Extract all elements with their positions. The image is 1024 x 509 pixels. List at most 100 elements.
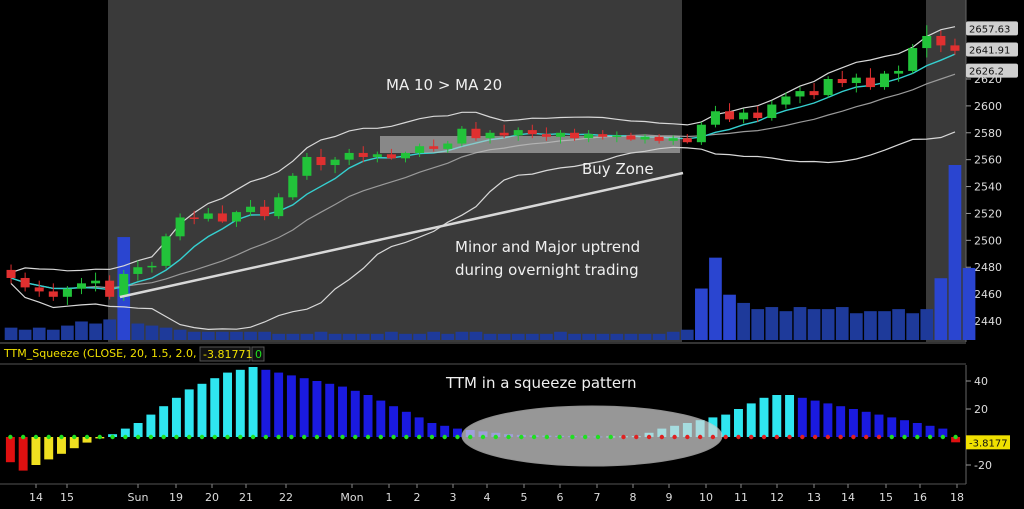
volume-bar bbox=[793, 307, 807, 340]
squeeze-dot bbox=[736, 434, 741, 440]
volume-bar bbox=[75, 321, 88, 340]
squeeze-dot bbox=[110, 434, 115, 440]
histogram-bar bbox=[389, 406, 399, 437]
histogram-bar bbox=[299, 378, 309, 437]
price-tag-bg bbox=[966, 21, 1018, 36]
histogram-bar bbox=[925, 425, 935, 437]
price-tag-label: 2641.91 bbox=[969, 46, 1010, 57]
squeeze-dot bbox=[864, 434, 869, 440]
indicator-tick-label: -20 bbox=[974, 459, 992, 472]
squeeze-dot bbox=[595, 434, 601, 440]
squeeze-dot bbox=[851, 434, 856, 440]
histogram-bar bbox=[120, 428, 130, 437]
volume-bar bbox=[455, 331, 469, 340]
volume-bar bbox=[342, 333, 356, 340]
candle-body bbox=[908, 48, 918, 71]
volume-bar bbox=[230, 331, 243, 340]
time-tick-label: 1 bbox=[386, 491, 393, 504]
candle-body bbox=[922, 35, 932, 49]
indicator-value-box bbox=[199, 346, 251, 362]
squeeze-dot bbox=[123, 434, 128, 440]
candle-body bbox=[640, 136, 650, 140]
volume-bar bbox=[695, 288, 708, 340]
volume-bar bbox=[906, 313, 920, 340]
volume-bar bbox=[272, 333, 286, 340]
uptrend-annotation-line1: Minor and Major uptrend bbox=[455, 238, 640, 256]
volume-bar bbox=[244, 331, 257, 340]
squeeze-dot bbox=[250, 434, 256, 440]
price-tick-label: 2580 bbox=[974, 127, 1002, 140]
candle-body bbox=[823, 79, 833, 96]
candle-body bbox=[710, 111, 720, 125]
candle-body bbox=[795, 91, 805, 97]
volume-bar bbox=[568, 333, 581, 340]
candle-body bbox=[217, 213, 227, 222]
candle-body bbox=[288, 175, 298, 198]
volume-bar bbox=[525, 333, 539, 340]
price-tick-label: 2520 bbox=[974, 207, 1002, 220]
histogram-bar bbox=[350, 390, 360, 437]
squeeze-dot bbox=[838, 434, 843, 440]
volume-bar bbox=[948, 165, 962, 340]
volume-bar bbox=[666, 331, 680, 340]
histogram-bar bbox=[5, 437, 15, 463]
price-axis[interactable]: 2620260025802560254025202500248024602440… bbox=[965, 0, 1024, 342]
squeeze-dot bbox=[570, 434, 575, 440]
volume-bar bbox=[709, 257, 722, 340]
candle-body bbox=[189, 217, 199, 219]
histogram-bar bbox=[797, 397, 807, 437]
indicator-header[interactable]: TTM_Squeeze (CLOSE, 20, 1.5, 2.0, 1.0) -… bbox=[3, 346, 265, 362]
candle-body bbox=[443, 143, 453, 149]
squeeze-dot bbox=[429, 434, 435, 440]
squeeze-dot bbox=[506, 434, 511, 440]
histogram-bar bbox=[184, 389, 194, 437]
volume-bar bbox=[596, 333, 610, 340]
squeeze-dot bbox=[20, 434, 26, 440]
squeeze-dot bbox=[187, 434, 192, 440]
indicator-value: -3.81771 bbox=[203, 348, 252, 361]
candle-body bbox=[119, 273, 129, 297]
squeeze-dot bbox=[531, 434, 537, 440]
time-axis[interactable]: 14 15 Sun 19 20 21 22 Mon 1 2 3 4 5 6 7 8 9 10 11 12 13 14 15 1… bbox=[29, 484, 964, 504]
squeeze-dot bbox=[812, 434, 818, 440]
volume-bar bbox=[18, 329, 32, 340]
candle-body bbox=[203, 213, 213, 219]
indicator-current-tag-bg bbox=[966, 435, 1010, 450]
candle-body bbox=[91, 280, 101, 284]
squeeze-dot bbox=[289, 434, 294, 440]
indicator-tick-label: 40 bbox=[974, 375, 988, 388]
squeeze-dot bbox=[825, 434, 831, 440]
indicator-axis[interactable]: 40 20 -20 -3.8177 bbox=[965, 365, 1024, 484]
candle-body bbox=[161, 236, 171, 266]
squeeze-dot bbox=[72, 434, 77, 440]
squeeze-dot bbox=[46, 434, 51, 440]
time-tick-label: 20 bbox=[205, 491, 219, 504]
candle-body bbox=[936, 35, 946, 46]
candle-body bbox=[767, 104, 777, 118]
squeeze-dot bbox=[646, 434, 652, 440]
squeeze-dot bbox=[659, 434, 665, 440]
candle-body bbox=[654, 136, 664, 141]
histogram-bar bbox=[338, 386, 347, 437]
histogram-bar bbox=[900, 420, 909, 437]
histogram-bar bbox=[312, 381, 322, 437]
squeeze-dot bbox=[774, 434, 779, 440]
candle-body bbox=[781, 96, 791, 105]
histogram-bar bbox=[772, 395, 782, 437]
squeeze-annotation: TTM in a squeeze pattern bbox=[445, 374, 636, 392]
indicator-flag: 0 bbox=[255, 348, 262, 361]
histogram-bar bbox=[401, 411, 411, 437]
volume-bar bbox=[173, 329, 187, 340]
candle-body bbox=[76, 283, 86, 289]
price-tick-label: 2560 bbox=[974, 154, 1002, 167]
volume-bar bbox=[652, 333, 666, 340]
histogram-bar bbox=[44, 437, 54, 460]
candle-body bbox=[457, 128, 467, 144]
time-tick-label: 18 bbox=[950, 491, 964, 504]
time-tick-label: 11 bbox=[734, 491, 748, 504]
squeeze-dot bbox=[404, 434, 409, 440]
time-tick-label: 12 bbox=[770, 491, 784, 504]
squeeze-dot bbox=[161, 434, 166, 440]
candle-body bbox=[598, 134, 608, 137]
